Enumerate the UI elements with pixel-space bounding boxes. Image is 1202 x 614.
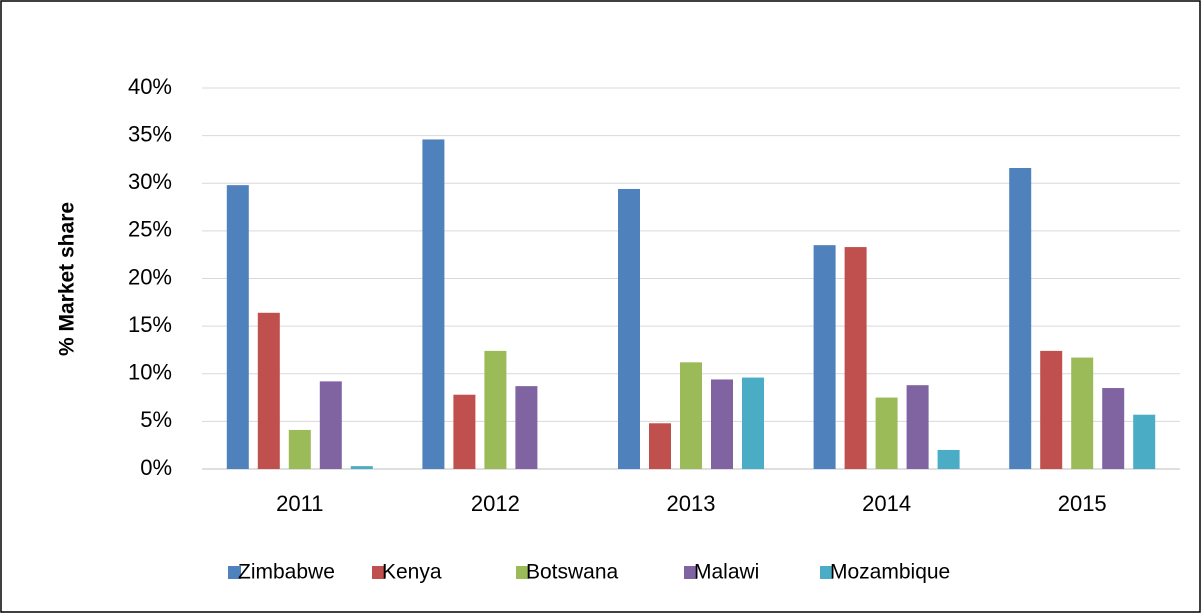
legend-swatch (684, 566, 697, 579)
y-tick-label: 25% (128, 217, 172, 242)
y-tick-label: 10% (128, 360, 172, 385)
bar (1071, 357, 1094, 469)
y-axis-label: % Market share (56, 202, 79, 356)
bar (1102, 388, 1125, 469)
bar (1133, 414, 1156, 469)
legend-label: Mozambique (830, 561, 950, 584)
bar (813, 245, 836, 469)
y-tick-label: 20% (128, 264, 172, 289)
legend-swatch (820, 566, 833, 579)
bar (875, 397, 898, 469)
bar (844, 247, 867, 469)
bar (649, 423, 671, 469)
y-tick-label: 0% (140, 455, 172, 480)
legend-label: Kenya (382, 561, 442, 584)
legend-swatch (228, 566, 241, 579)
bar (226, 185, 249, 469)
x-tick-label: 2011 (276, 491, 323, 516)
bar (906, 385, 929, 469)
y-tick-label: 15% (128, 312, 172, 337)
bar (484, 350, 507, 469)
legend-swatch (516, 566, 529, 579)
legend-label: Zimbabwe (238, 561, 335, 584)
bar (1040, 350, 1063, 469)
bar (742, 377, 764, 469)
x-tick-label: 2015 (1058, 491, 1107, 516)
x-tick-label: 2014 (862, 491, 911, 516)
bar (453, 394, 476, 469)
y-tick-label: 30% (128, 169, 172, 194)
y-tick-label: 40% (128, 74, 172, 99)
bar (937, 449, 960, 469)
bar (618, 188, 640, 469)
y-tick-label: 35% (128, 121, 172, 146)
bar (711, 379, 733, 469)
y-tick-label: 5% (140, 407, 172, 432)
legend-label: Malawi (694, 561, 759, 584)
bar (319, 381, 342, 469)
bar (515, 386, 538, 469)
bar (680, 362, 702, 469)
legend-swatch (372, 566, 385, 579)
bar (422, 139, 445, 469)
bar (350, 466, 373, 469)
bar (288, 429, 311, 469)
x-tick-label: 2012 (471, 491, 520, 516)
legend-label: Botswana (526, 561, 619, 584)
x-tick-label: 2013 (667, 491, 716, 516)
bar (257, 312, 280, 469)
bar (1009, 168, 1032, 469)
